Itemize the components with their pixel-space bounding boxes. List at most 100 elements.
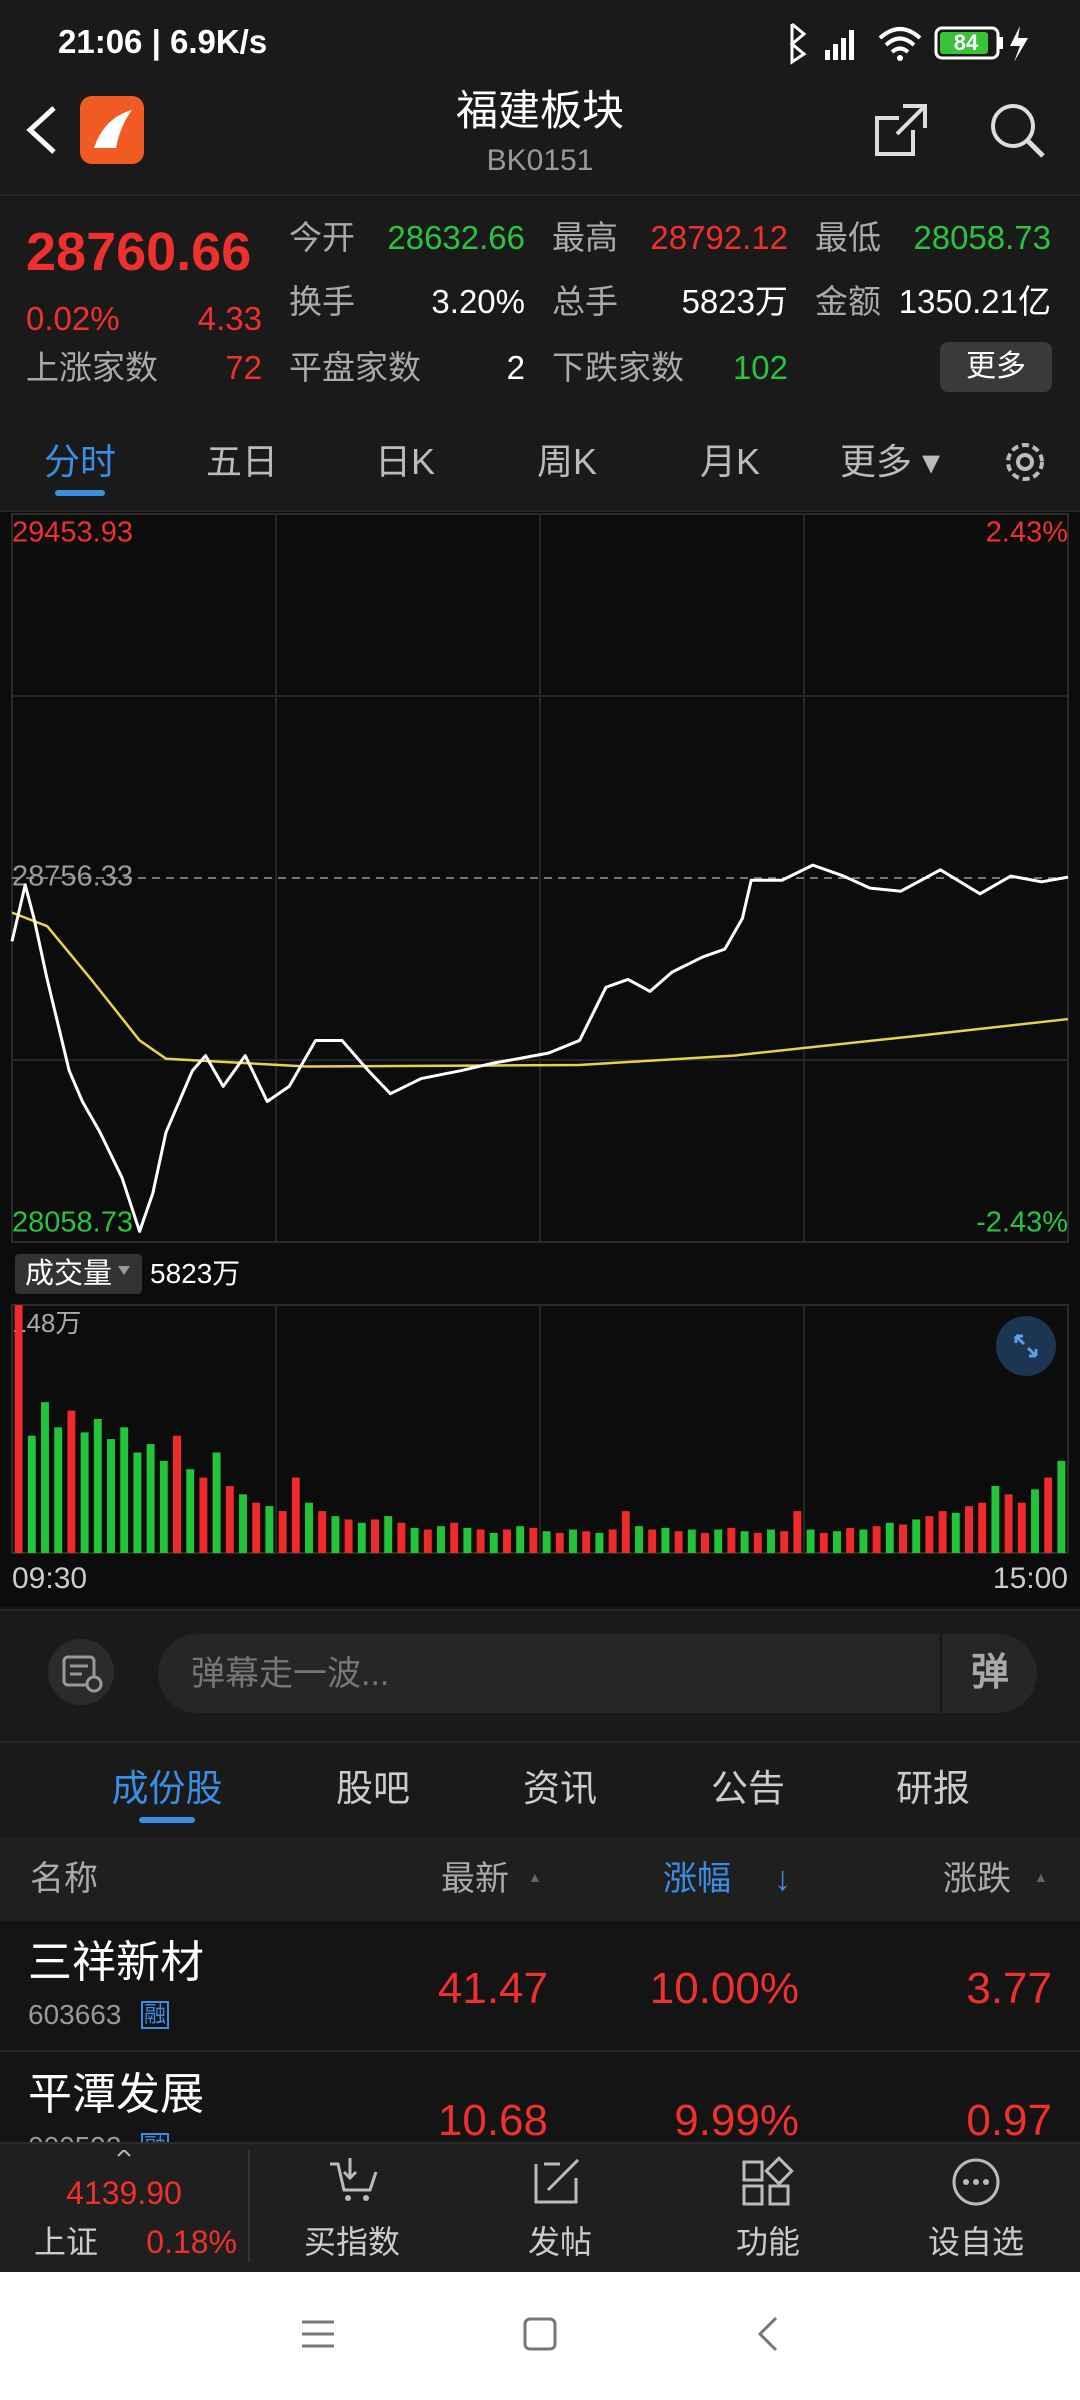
more-button[interactable]: 更多 bbox=[940, 342, 1052, 392]
volume-bar bbox=[569, 1529, 577, 1553]
column-header[interactable]: 涨幅 bbox=[663, 1860, 731, 1898]
battery-tip bbox=[999, 37, 1003, 49]
stat-label: 总手 bbox=[552, 282, 618, 320]
column-header[interactable]: 最新 bbox=[441, 1860, 509, 1898]
volume-bar bbox=[621, 1511, 630, 1553]
stat-label: 平盘家数 bbox=[289, 348, 421, 386]
section-tab[interactable]: 资讯 bbox=[523, 1767, 597, 1809]
volume-bar bbox=[291, 1477, 300, 1553]
volume-bar bbox=[318, 1511, 327, 1553]
stock-pct: 10.00% bbox=[649, 1964, 799, 2013]
danmu-divider bbox=[940, 1634, 942, 1713]
volume-bar bbox=[476, 1529, 485, 1553]
danmu-icon[interactable] bbox=[48, 1639, 114, 1705]
stock-name[interactable]: 三祥新材 bbox=[28, 1938, 204, 1987]
volume-bar bbox=[819, 1532, 828, 1553]
volume-chart: 148万 bbox=[11, 1304, 1069, 1554]
volume-bar bbox=[1057, 1460, 1066, 1553]
stat-label: 上涨家数 bbox=[26, 348, 158, 386]
nav-item[interactable]: 买指数 bbox=[303, 2224, 400, 2260]
volume-bar bbox=[1031, 1489, 1039, 1553]
page-title: 福建板块 bbox=[455, 87, 624, 134]
volume-bar bbox=[912, 1519, 921, 1553]
volume-bar bbox=[133, 1452, 142, 1553]
section-tab-underline bbox=[139, 1817, 195, 1823]
nav-item[interactable]: 功能 bbox=[735, 2224, 800, 2260]
change-percent: 0.02% bbox=[26, 299, 120, 337]
signal-icon bbox=[825, 30, 854, 60]
index-up-caret bbox=[117, 2150, 131, 2157]
chart-tab[interactable]: 五日 bbox=[205, 441, 278, 482]
volume-bar bbox=[542, 1531, 551, 1553]
section-tab[interactable]: 公告 bbox=[711, 1767, 785, 1809]
volume-bar bbox=[582, 1531, 591, 1553]
battery-fill bbox=[940, 32, 988, 54]
section-tab[interactable]: 股吧 bbox=[336, 1767, 410, 1809]
column-header: 名称 bbox=[30, 1860, 98, 1898]
status-time: 21:06 | 6.9K/s bbox=[58, 22, 268, 60]
danmu-button[interactable]: 弹 bbox=[970, 1652, 1009, 1694]
menu-key[interactable] bbox=[302, 2320, 334, 2348]
volume-bar bbox=[1004, 1494, 1013, 1553]
volume-bar bbox=[305, 1502, 313, 1553]
search-button[interactable] bbox=[987, 100, 1047, 160]
danmu-placeholder: 弹幕走一波... bbox=[191, 1655, 390, 1693]
volume-bar bbox=[965, 1506, 973, 1553]
chart-tab[interactable]: 更多 ▾ bbox=[839, 441, 941, 482]
time-label: 09:30 bbox=[12, 1562, 88, 1595]
back-key[interactable] bbox=[757, 2316, 778, 2352]
stat-label: 下跌家数 bbox=[552, 348, 684, 386]
volume-bar bbox=[384, 1516, 393, 1553]
volume-bar bbox=[27, 1435, 36, 1553]
volume-bar bbox=[793, 1511, 802, 1553]
percent-label: -2.43% bbox=[976, 1207, 1068, 1239]
volume-bar bbox=[54, 1427, 63, 1553]
volume-bar bbox=[806, 1529, 815, 1553]
last-price: 28760.66 bbox=[26, 222, 252, 282]
nav-item[interactable]: 发帖 bbox=[527, 2224, 592, 2260]
volume-bar bbox=[14, 1305, 23, 1553]
bottom-nav bbox=[0, 2142, 1080, 2272]
intraday-chart: 28058.73 28756.33 29453.93 -2.43% 2.43% bbox=[10, 513, 1069, 1243]
nav-item[interactable]: 设自选 bbox=[927, 2224, 1024, 2260]
volume-bar bbox=[344, 1519, 353, 1553]
volume-bar bbox=[529, 1527, 538, 1553]
stat-label: 换手 bbox=[289, 282, 355, 320]
settings-button[interactable] bbox=[1001, 438, 1049, 486]
section-tab[interactable]: 成份股 bbox=[111, 1767, 223, 1809]
volume-bar bbox=[859, 1529, 868, 1553]
volume-bar bbox=[410, 1527, 419, 1553]
index-value[interactable]: 4139.90 bbox=[66, 2175, 182, 2211]
section-tab[interactable]: 研报 bbox=[896, 1767, 970, 1809]
tab-underline bbox=[55, 490, 105, 496]
stat-label: 今开 bbox=[289, 218, 355, 256]
chart-tab[interactable]: 月K bbox=[699, 441, 760, 482]
volume-bar bbox=[899, 1524, 907, 1553]
chart-tab[interactable]: 周K bbox=[536, 441, 597, 482]
stock-name[interactable]: 平潭发展 bbox=[28, 2070, 204, 2119]
volume-bar bbox=[872, 1526, 881, 1553]
header-bar bbox=[0, 82, 1080, 194]
volume-bar bbox=[595, 1532, 604, 1553]
price-line bbox=[10, 863, 1069, 1233]
expand-button[interactable] bbox=[996, 1316, 1056, 1376]
share-button[interactable] bbox=[873, 102, 929, 158]
status-icons bbox=[789, 22, 1028, 65]
volume-bar bbox=[225, 1485, 234, 1553]
status-bar bbox=[0, 0, 1080, 82]
chart-tab[interactable]: 日K bbox=[374, 441, 435, 482]
index-pct: 0.18% bbox=[146, 2224, 237, 2260]
sort-icon: ▲ bbox=[1034, 1869, 1048, 1885]
column-header[interactable]: 涨跌 bbox=[943, 1860, 1011, 1898]
volume-bar bbox=[648, 1529, 657, 1553]
stock-price: 10.68 bbox=[437, 2096, 548, 2145]
y-tick-label: 29453.93 bbox=[12, 517, 133, 549]
home-key[interactable] bbox=[523, 2317, 557, 2351]
volume-bar bbox=[397, 1522, 406, 1553]
danmu-input[interactable] bbox=[158, 1634, 1037, 1713]
chart-tab[interactable]: 分时 bbox=[43, 441, 116, 482]
back-button[interactable] bbox=[20, 104, 64, 156]
wifi-dot bbox=[897, 55, 903, 61]
volume-bar bbox=[173, 1435, 181, 1553]
